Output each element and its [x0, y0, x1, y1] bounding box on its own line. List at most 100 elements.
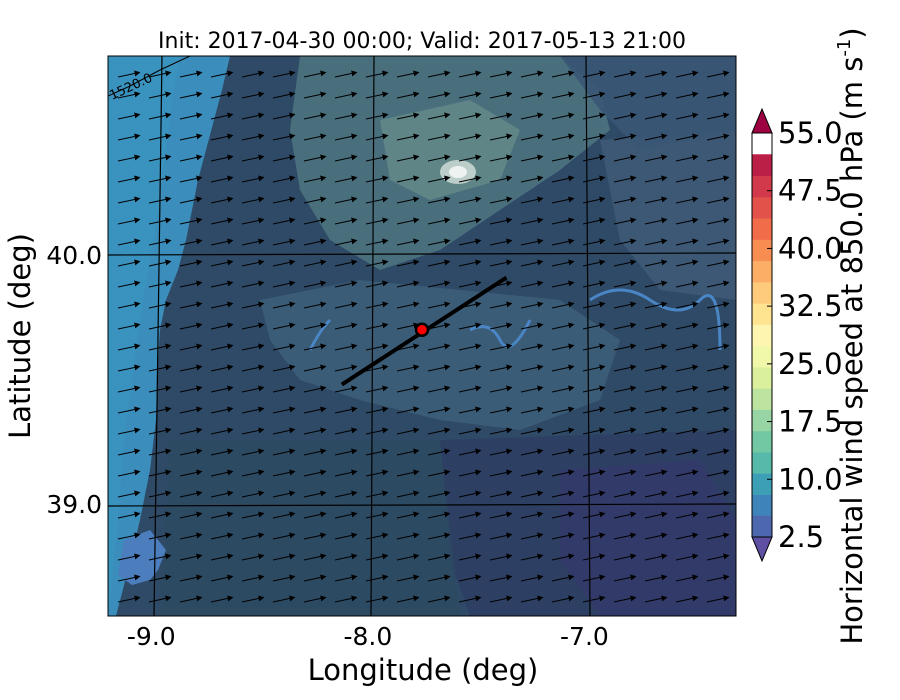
wind-arrow: [551, 301, 575, 309]
wind-arrow: [582, 91, 606, 99]
wind-arrow: [458, 490, 482, 498]
wind-arrow: [706, 259, 730, 267]
wind-arrow: [303, 133, 327, 141]
wind-arrow: [210, 343, 234, 351]
wind-arrow: [117, 196, 141, 204]
wind-arrow: [117, 91, 141, 99]
wind-arrow: [396, 406, 420, 414]
wind-arrow: [613, 385, 637, 393]
wind-arrow: [551, 343, 575, 351]
wind-arrow: [148, 532, 172, 540]
colorbar-tick-label: 25.0: [778, 347, 843, 381]
wind-arrow: [458, 154, 482, 162]
wind-arrow: [582, 385, 606, 393]
wind-arrow: [489, 301, 513, 309]
wind-arrow: [303, 322, 327, 330]
wind-arrow: [303, 448, 327, 456]
coastal-band: [108, 56, 180, 616]
wind-arrow: [427, 217, 451, 225]
wind-arrow: [334, 238, 358, 246]
wind-arrow: [365, 364, 389, 372]
wind-arrow: [427, 70, 451, 78]
wind-arrow: [334, 595, 358, 603]
wind-arrow: [210, 280, 234, 288]
wind-arrow: [613, 406, 637, 414]
wind-arrow: [396, 364, 420, 372]
wind-arrow: [675, 385, 699, 393]
location-marker: [414, 322, 430, 338]
wind-arrow: [303, 532, 327, 540]
wind-arrow: [241, 469, 265, 477]
wind-arrow: [210, 595, 234, 603]
river-west: [308, 318, 332, 351]
wind-arrow: [303, 364, 327, 372]
colorbar-tick-label: 32.5: [778, 289, 843, 323]
wind-arrow: [334, 469, 358, 477]
wind-arrow: [644, 427, 668, 435]
wind-arrow: [334, 91, 358, 99]
wind-arrow: [334, 154, 358, 162]
wind-arrow: [210, 175, 234, 183]
wind-arrow: [303, 238, 327, 246]
wind-arrow: [613, 154, 637, 162]
wind-arrow: [365, 175, 389, 183]
y-tick-label: 39.0: [46, 490, 102, 519]
wind-arrow: [613, 133, 637, 141]
wind-arrow: [272, 112, 296, 120]
wind-arrow: [520, 343, 544, 351]
wind-arrow: [365, 322, 389, 330]
wind-arrow: [117, 343, 141, 351]
wind-arrow: [148, 490, 172, 498]
wind-arrow: [613, 574, 637, 582]
wind-arrow: [675, 280, 699, 288]
wind-arrow: [520, 91, 544, 99]
wind-arrow: [396, 280, 420, 288]
wind-arrow: [489, 406, 513, 414]
wind-arrow: [241, 91, 265, 99]
wind-arrow: [272, 553, 296, 561]
wind-arrow: [489, 259, 513, 267]
wind-arrow: [241, 70, 265, 78]
wind-arrow: [148, 259, 172, 267]
parallel-line-south: [108, 503, 736, 507]
wind-arrow: [520, 259, 544, 267]
wind-arrow: [644, 238, 668, 246]
wind-arrow: [241, 280, 265, 288]
terrain-peak-core: [449, 166, 467, 178]
wind-arrow: [675, 406, 699, 414]
wind-arrow: [706, 406, 730, 414]
wind-arrow: [582, 280, 606, 288]
wind-arrow: [675, 91, 699, 99]
wind-arrow: [551, 532, 575, 540]
wind-arrow: [210, 154, 234, 162]
height-contour-line: [108, 56, 191, 97]
wind-arrow: [334, 259, 358, 267]
wind-arrow: [179, 406, 203, 414]
wind-arrow: [706, 490, 730, 498]
wind-arrow: [241, 343, 265, 351]
wind-arrow: [551, 238, 575, 246]
wind-arrow: [272, 301, 296, 309]
wind-arrow: [210, 70, 234, 78]
wind-arrow: [551, 490, 575, 498]
wind-arrow: [148, 364, 172, 372]
wind-arrow: [210, 133, 234, 141]
wind-arrow: [272, 280, 296, 288]
wind-arrow: [520, 154, 544, 162]
wind-arrow: [489, 553, 513, 561]
wind-arrow: [179, 469, 203, 477]
wind-arrow: [644, 175, 668, 183]
wind-arrow: [365, 301, 389, 309]
wind-arrow: [458, 532, 482, 540]
wind-arrow: [179, 595, 203, 603]
wind-arrow: [117, 154, 141, 162]
wind-arrow: [675, 364, 699, 372]
wind-arrow: [210, 406, 234, 414]
colorbar-tick-label: 10.0: [778, 462, 843, 496]
wind-arrow: [334, 196, 358, 204]
colorbar-segment: [752, 515, 772, 537]
wind-arrow: [520, 532, 544, 540]
wind-arrow: [427, 574, 451, 582]
river-east: [589, 288, 722, 351]
wind-arrow: [582, 301, 606, 309]
